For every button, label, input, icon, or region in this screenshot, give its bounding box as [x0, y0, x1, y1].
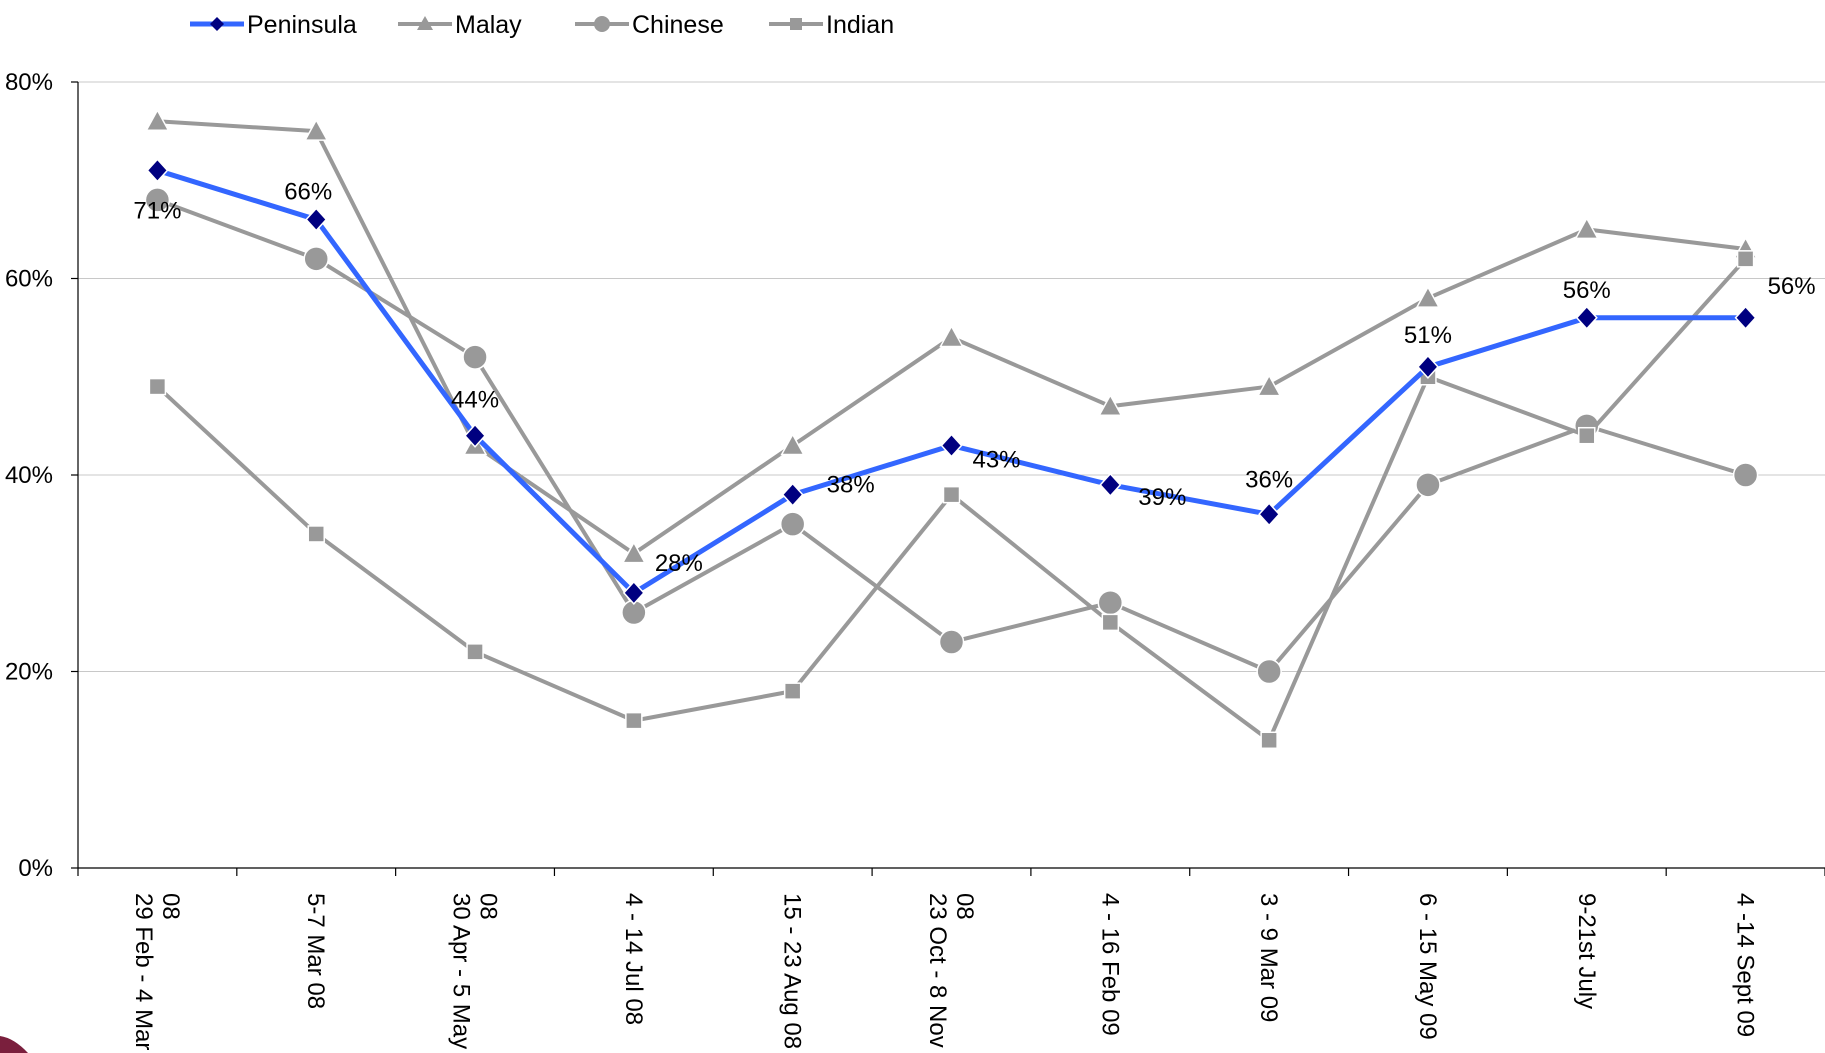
data-label: 43% [972, 447, 1020, 474]
x-tick-label: 4 - 16 Feb 09 [1096, 893, 1123, 1036]
data-label: 51% [1404, 322, 1452, 349]
point-indian [1101, 613, 1120, 632]
y-tick-label: 20% [5, 659, 53, 686]
x-tick-label: 29 Feb - 4 Mar [130, 893, 157, 1050]
point-chinese [1415, 472, 1441, 498]
gridlines [78, 81, 1825, 672]
data-label: 36% [1245, 466, 1293, 493]
point-peninsula [622, 580, 645, 606]
legend-marker [210, 17, 224, 31]
legend-marker [417, 16, 433, 30]
x-tick-label: 4 - 14 Jul 08 [620, 893, 647, 1025]
point-chinese [779, 511, 806, 537]
series-malay [145, 108, 1758, 564]
legend-label: Malay [455, 11, 522, 39]
point-chinese [462, 344, 488, 370]
y-tick-label: 40% [5, 462, 53, 489]
point-malay [939, 324, 964, 348]
x-tick-label: 08 [951, 893, 978, 920]
x-tick-label: 15 - 23 Aug 08 [779, 893, 806, 1049]
point-chinese [144, 187, 171, 213]
x-tick-label: 30 Apr - 5 May [448, 893, 475, 1049]
series-layer [144, 108, 1759, 750]
point-peninsula [1258, 502, 1281, 527]
point-indian [942, 485, 961, 504]
point-malay [1256, 374, 1282, 397]
data-label: 56% [1563, 277, 1611, 304]
point-chinese [1256, 658, 1282, 685]
point-peninsula [305, 207, 328, 232]
data-label: 28% [655, 550, 703, 577]
point-malay [780, 432, 805, 456]
logo-fragment [0, 1036, 28, 1053]
y-axis-ticks: 0% 20% 40% 60% 80% [5, 69, 78, 882]
x-tick-label: 5-7 Mar 08 [302, 893, 329, 1009]
point-indian [466, 643, 484, 661]
y-tick-label: 80% [5, 69, 53, 96]
legend-label: Indian [826, 11, 894, 39]
point-indian [1578, 426, 1596, 445]
legend-label: Peninsula [247, 11, 357, 39]
point-malay [1098, 393, 1123, 416]
legend-marker [594, 16, 610, 32]
point-peninsula [1734, 305, 1757, 330]
point-malay [303, 118, 329, 141]
point-malay [1574, 216, 1600, 240]
x-tick-label: 23 Oct - 8 Nov [924, 893, 951, 1048]
x-axis-ticks: 29 Feb - 4 Mar 08 5-7 Mar 08 30 Apr - 5 May… [77, 868, 1825, 1050]
x-tick-label: 3 - 9 Mar 09 [1255, 893, 1282, 1022]
legend-marker [790, 18, 802, 30]
point-peninsula [1099, 472, 1122, 497]
point-indian [783, 682, 802, 700]
point-peninsula [464, 423, 487, 448]
legend-label: Chinese [632, 11, 724, 39]
data-label: 66% [284, 179, 332, 206]
series-line-peninsula [156, 168, 1746, 596]
point-peninsula [146, 158, 169, 183]
data-label: 44% [451, 387, 499, 414]
point-malay [145, 108, 170, 132]
data-label: 71% [133, 197, 181, 224]
point-peninsula [1575, 305, 1598, 330]
legend-item-indian: Indian [769, 11, 894, 39]
series-peninsula [146, 158, 1757, 606]
data-label: 56% [1768, 273, 1816, 300]
point-chinese [303, 246, 329, 272]
legend-item-malay: Malay [398, 11, 522, 39]
data-labels: 71% 66% 44% 28% 38% 43% 39% 36% 51% 56% 56% [133, 179, 1815, 577]
point-peninsula [940, 433, 963, 458]
x-tick-label: 6 - 15 May 09 [1414, 893, 1441, 1040]
x-tick-label: 08 [157, 893, 184, 920]
point-indian [1260, 731, 1278, 750]
point-chinese [938, 629, 965, 655]
y-tick-label: 0% [18, 855, 53, 882]
point-indian [1736, 250, 1755, 268]
y-tick-label: 60% [5, 266, 53, 293]
legend-item-peninsula: Peninsula [190, 11, 357, 39]
point-indian [148, 377, 167, 396]
point-peninsula [781, 482, 804, 507]
data-label: 39% [1138, 484, 1186, 511]
point-malay [621, 541, 647, 564]
legend: Peninsula Malay Chinese Indian [190, 11, 894, 39]
point-indian [307, 525, 325, 543]
data-label: 38% [827, 472, 875, 499]
point-chinese [1097, 589, 1124, 616]
legend-item-chinese: Chinese [575, 11, 724, 39]
point-peninsula [1416, 354, 1439, 380]
x-tick-label: 08 [475, 893, 502, 920]
point-chinese [1732, 462, 1759, 488]
x-tick-label: 9-21st July [1573, 893, 1600, 1009]
point-malay [1415, 285, 1441, 308]
x-tick-label: 4 -14 Sept 09 [1732, 893, 1759, 1037]
point-indian [625, 711, 643, 730]
